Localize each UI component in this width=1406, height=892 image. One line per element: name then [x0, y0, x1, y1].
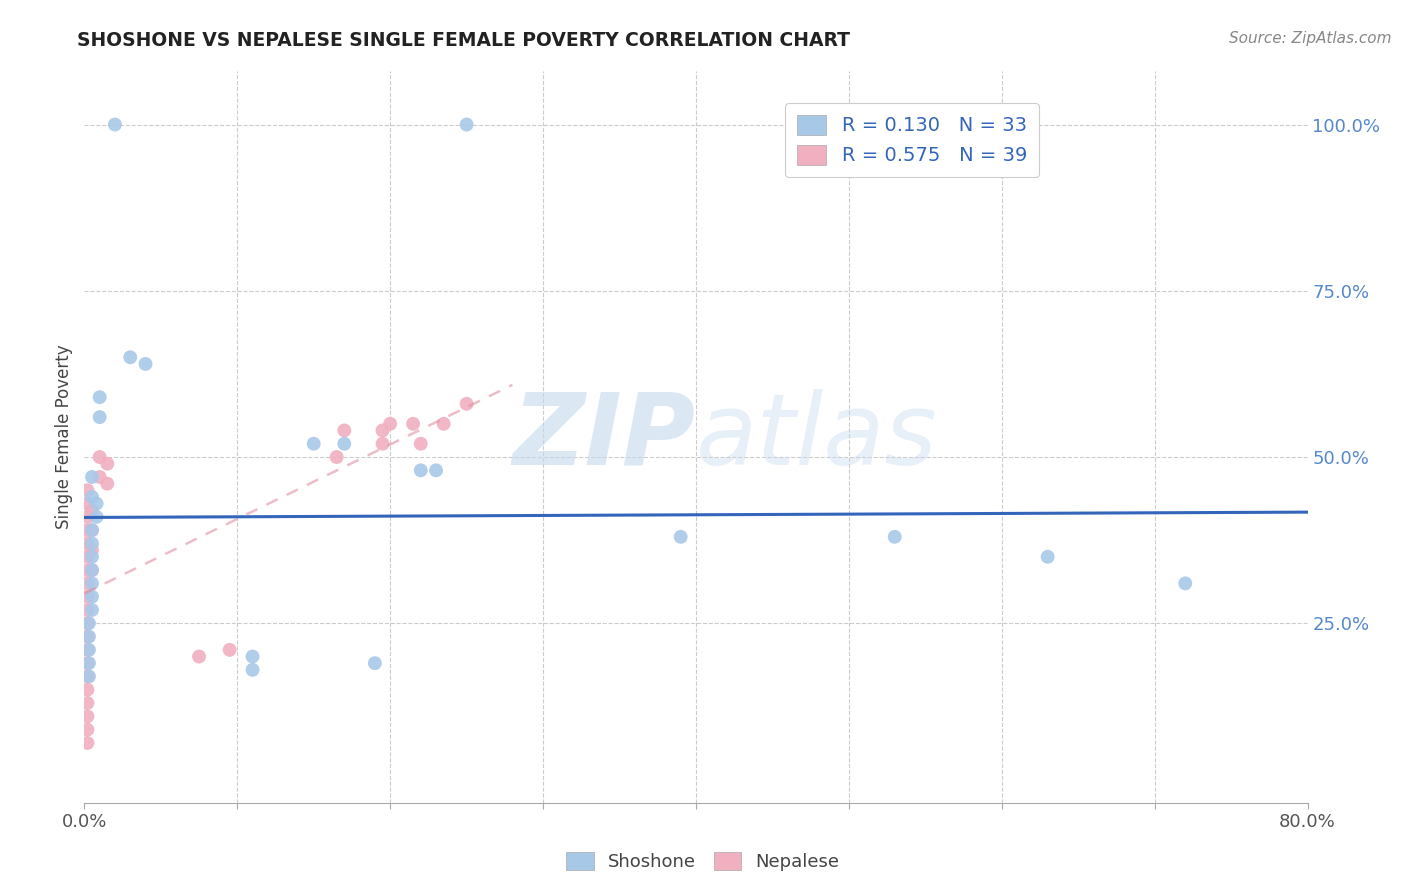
Point	[77, 643, 100, 657]
Point	[371, 436, 394, 450]
Point	[333, 436, 356, 450]
Point	[325, 450, 347, 464]
Point	[80, 536, 103, 550]
Point	[76, 696, 98, 710]
Point	[80, 563, 103, 577]
Point	[1174, 576, 1197, 591]
Point	[77, 669, 100, 683]
Point	[80, 549, 103, 564]
Point	[333, 424, 356, 438]
Point	[77, 656, 100, 670]
Point	[86, 497, 108, 511]
Legend: Shoshone, Nepalese: Shoshone, Nepalese	[560, 845, 846, 879]
Point	[80, 563, 103, 577]
Point	[76, 669, 98, 683]
Point	[76, 549, 98, 564]
Y-axis label: Single Female Poverty: Single Female Poverty	[55, 345, 73, 529]
Point	[188, 649, 211, 664]
Text: atlas: atlas	[696, 389, 938, 485]
Point	[76, 536, 98, 550]
Point	[456, 118, 478, 132]
Point	[120, 351, 142, 365]
Point	[80, 543, 103, 558]
Point	[80, 590, 103, 604]
Point	[1036, 549, 1059, 564]
Point	[96, 476, 118, 491]
Point	[77, 616, 100, 631]
Point	[76, 523, 98, 537]
Point	[76, 509, 98, 524]
Point	[80, 523, 103, 537]
Point	[242, 663, 264, 677]
Point	[135, 357, 157, 371]
Point	[76, 483, 98, 498]
Point	[371, 424, 394, 438]
Point	[80, 490, 103, 504]
Point	[402, 417, 425, 431]
Point	[80, 470, 103, 484]
Point	[242, 649, 264, 664]
Legend: R = 0.130   N = 33, R = 0.575   N = 39: R = 0.130 N = 33, R = 0.575 N = 39	[785, 103, 1039, 178]
Point	[89, 450, 111, 464]
Point	[76, 563, 98, 577]
Point	[104, 118, 127, 132]
Point	[76, 630, 98, 644]
Point	[76, 576, 98, 591]
Point	[77, 630, 100, 644]
Point	[364, 656, 387, 670]
Point	[76, 497, 98, 511]
Point	[89, 470, 111, 484]
Text: Source: ZipAtlas.com: Source: ZipAtlas.com	[1229, 31, 1392, 46]
Point	[89, 390, 111, 404]
Point	[218, 643, 240, 657]
Point	[302, 436, 325, 450]
Text: ZIP: ZIP	[513, 389, 696, 485]
Point	[76, 616, 98, 631]
Point	[86, 509, 108, 524]
Point	[89, 410, 111, 425]
Point	[433, 417, 456, 431]
Point	[409, 463, 432, 477]
Point	[76, 590, 98, 604]
Point	[76, 603, 98, 617]
Point	[80, 603, 103, 617]
Point	[456, 397, 478, 411]
Point	[80, 576, 103, 591]
Point	[669, 530, 692, 544]
Point	[76, 709, 98, 723]
Point	[76, 656, 98, 670]
Point	[380, 417, 402, 431]
Point	[76, 736, 98, 750]
Point	[80, 523, 103, 537]
Point	[76, 723, 98, 737]
Text: SHOSHONE VS NEPALESE SINGLE FEMALE POVERTY CORRELATION CHART: SHOSHONE VS NEPALESE SINGLE FEMALE POVER…	[77, 31, 851, 50]
Point	[80, 503, 103, 517]
Point	[883, 530, 905, 544]
Point	[76, 682, 98, 697]
Point	[425, 463, 447, 477]
Point	[76, 643, 98, 657]
Point	[409, 436, 432, 450]
Point	[96, 457, 118, 471]
